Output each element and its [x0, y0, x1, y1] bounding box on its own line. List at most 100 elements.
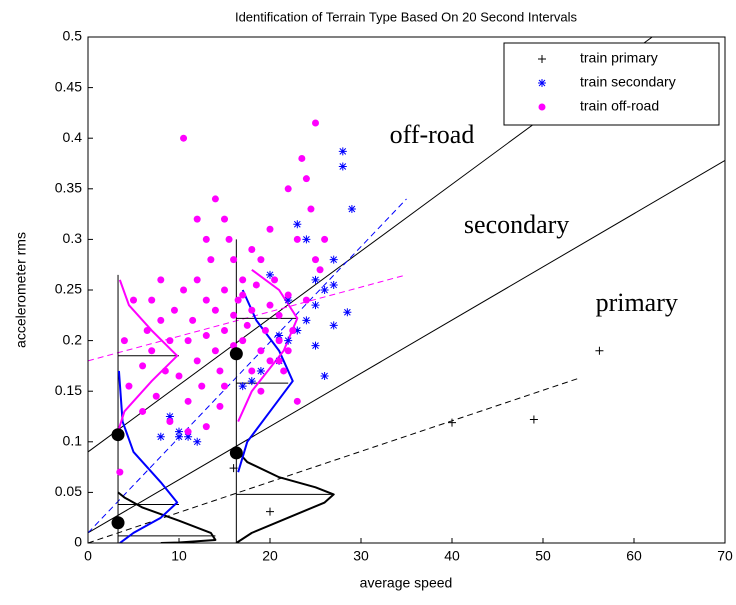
data-point	[311, 301, 320, 310]
data-point	[271, 276, 279, 284]
data-point	[180, 286, 188, 294]
data-point	[234, 296, 242, 304]
data-point	[175, 427, 183, 436]
data-point	[166, 337, 174, 345]
data-point	[257, 347, 265, 355]
data-point	[248, 306, 256, 314]
reference-line	[88, 274, 407, 362]
reference-line	[88, 160, 725, 534]
data-point	[302, 296, 310, 304]
data-point	[202, 296, 210, 304]
y-tick-label: 0.4	[63, 129, 83, 145]
data-point	[266, 270, 274, 279]
data-point	[280, 367, 288, 375]
mean-marker	[111, 428, 125, 442]
data-point	[284, 291, 292, 299]
data-point	[139, 407, 147, 415]
data-point	[156, 432, 165, 441]
data-point	[193, 437, 202, 446]
data-point	[202, 235, 210, 243]
data-point	[202, 332, 210, 340]
legend-label: train secondary	[580, 74, 676, 90]
data-point	[329, 321, 338, 330]
data-point	[221, 286, 228, 294]
y-tick-label: 0.3	[63, 230, 83, 246]
x-tick-label: 40	[444, 548, 460, 564]
data-point	[448, 418, 456, 427]
data-point	[302, 175, 310, 183]
data-point	[180, 134, 188, 142]
data-point	[221, 382, 228, 390]
data-point	[293, 326, 302, 335]
y-tick-label: 0.35	[55, 180, 82, 196]
data-point	[230, 311, 238, 319]
data-point	[221, 326, 228, 334]
legend-marker	[538, 79, 546, 87]
data-point	[239, 291, 247, 299]
annotation: off-road	[390, 120, 475, 149]
data-point	[284, 296, 293, 305]
reference-line	[88, 198, 407, 534]
data-point	[143, 326, 151, 334]
data-point	[116, 468, 124, 476]
data-point	[221, 215, 228, 223]
data-point	[184, 397, 192, 405]
x-tick-label: 30	[353, 548, 369, 564]
data-point	[298, 154, 306, 162]
data-point	[248, 367, 256, 375]
chart-title: Identification of Terrain Type Based On …	[235, 9, 578, 24]
annotation: primary	[596, 288, 678, 317]
density-curve	[117, 279, 179, 432]
data-point	[184, 337, 192, 345]
data-point	[170, 306, 178, 314]
x-tick-label: 10	[171, 548, 187, 564]
annotation: secondary	[464, 210, 569, 239]
data-point	[347, 205, 356, 214]
y-tick-label: 0.45	[55, 78, 82, 94]
density-curve	[237, 268, 299, 422]
data-point	[256, 366, 265, 375]
data-point	[284, 336, 293, 345]
data-point	[193, 357, 201, 365]
data-point	[184, 428, 192, 436]
x-tick-label: 60	[626, 548, 642, 564]
data-point	[139, 362, 147, 370]
data-point	[312, 119, 319, 127]
data-point	[261, 326, 269, 334]
data-point	[284, 185, 292, 193]
mean-marker	[111, 516, 125, 530]
axes: 0 10 20 30 40 50 60 70 0 0.05 0.1 0.15 0.2 0.25 0.3 0.3…	[55, 28, 733, 564]
y-tick-label: 0.05	[55, 483, 82, 499]
data-point	[338, 147, 347, 156]
data-point	[329, 280, 338, 289]
data-point	[312, 256, 319, 264]
data-point	[266, 357, 274, 365]
data-point	[243, 321, 251, 329]
data-point	[293, 220, 302, 229]
legend-label: train off-road	[580, 98, 659, 114]
y-tick-label: 0	[74, 534, 82, 550]
data-point	[266, 507, 274, 516]
data-point	[193, 215, 201, 223]
data-point	[316, 266, 324, 274]
data-point	[198, 382, 206, 390]
data-point	[148, 296, 156, 304]
data-point	[320, 286, 329, 294]
density-curve	[235, 451, 335, 543]
data-point	[247, 377, 256, 386]
x-tick-label: 0	[84, 548, 92, 564]
data-point	[275, 331, 284, 340]
data-point	[152, 392, 160, 400]
mean-marker	[229, 446, 243, 460]
data-point	[165, 412, 174, 421]
data-point	[293, 235, 301, 243]
data-point	[175, 372, 183, 380]
data-point	[529, 415, 538, 424]
plot-area: off-road secondary primary	[88, 37, 725, 543]
data-point	[239, 337, 247, 345]
data-point	[166, 418, 174, 426]
data-point	[289, 326, 297, 334]
data-point	[284, 347, 292, 355]
